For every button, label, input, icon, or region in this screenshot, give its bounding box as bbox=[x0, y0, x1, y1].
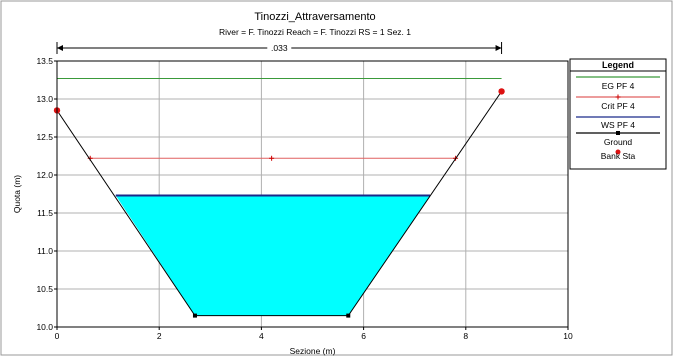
y-tick-label: 11.0 bbox=[37, 246, 53, 256]
x-tick-label: 10 bbox=[563, 331, 573, 341]
legend-entry-label: EG PF 4 bbox=[602, 81, 635, 91]
legend: Legend EG PF 4 Crit PF 4 WS PF 4 Ground Bank… bbox=[569, 58, 667, 170]
y-tick-label: 10.5 bbox=[36, 284, 53, 294]
legend-entry-label: Ground bbox=[604, 137, 633, 147]
bank-station-point bbox=[498, 88, 505, 95]
x-tick-label: 2 bbox=[157, 331, 162, 341]
y-tick-label: 10.0 bbox=[36, 322, 53, 332]
legend-entry-label: Bank Sta bbox=[601, 151, 636, 161]
ground-point bbox=[192, 313, 197, 318]
y-axis-label: Quota (m) bbox=[12, 175, 22, 213]
legend-marker-bank-sta bbox=[615, 149, 621, 155]
ground-point bbox=[346, 313, 351, 318]
x-tick-label: 0 bbox=[55, 331, 60, 341]
series-layer bbox=[53, 77, 505, 318]
x-tick-label: 6 bbox=[361, 331, 366, 341]
x-tick-label: 8 bbox=[463, 331, 468, 341]
y-tick-label: 12.5 bbox=[36, 132, 53, 142]
legend-title: Legend bbox=[602, 60, 634, 70]
plot-frame bbox=[56, 60, 569, 328]
chart-title: Tinozzi_Attraversamento bbox=[254, 11, 375, 23]
water-area bbox=[115, 195, 431, 316]
x-axis-label: Sezione (m) bbox=[290, 346, 336, 356]
chart-subtitle: River = F. Tinozzi Reach = F. Tinozzi RS… bbox=[219, 27, 411, 37]
manning-n-label: .033 bbox=[271, 43, 288, 53]
y-tick-label: 13.0 bbox=[36, 94, 53, 104]
manning-n-annotation: .033 bbox=[56, 42, 503, 54]
crit-point bbox=[269, 155, 275, 161]
x-tick-label: 4 bbox=[259, 331, 264, 341]
legend-marker-square bbox=[616, 131, 620, 135]
y-tick-label: 11.5 bbox=[37, 208, 53, 218]
y-tick-label: 13.5 bbox=[36, 56, 53, 66]
series-ground-line bbox=[56, 91, 502, 317]
axis-ticks: 0 2 4 6 8 10 10.0 10.5 11.0 11.5 12.0 12.5 13.0 13.5 bbox=[36, 56, 573, 341]
legend-entry-label: Crit PF 4 bbox=[601, 101, 635, 111]
legend-entry-label: WS PF 4 bbox=[601, 120, 635, 130]
y-tick-label: 12.0 bbox=[36, 170, 53, 180]
